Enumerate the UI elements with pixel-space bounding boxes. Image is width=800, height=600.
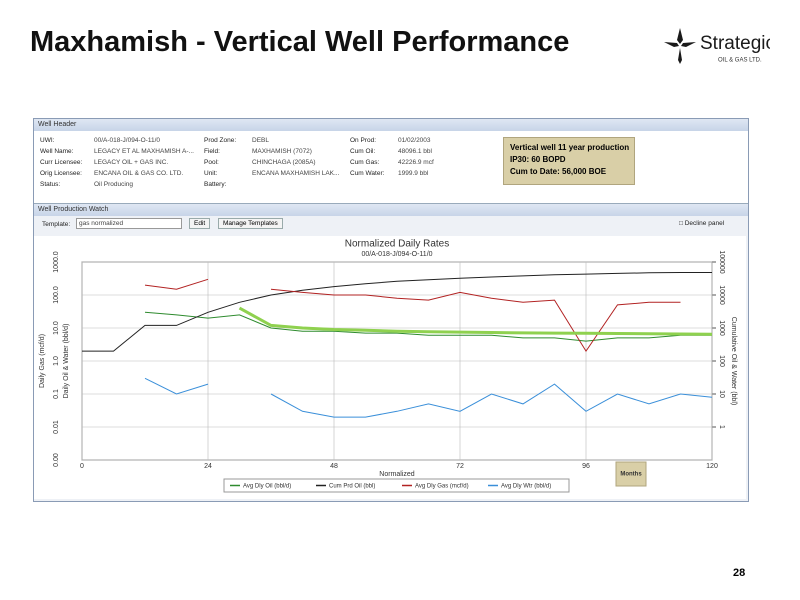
manage-button[interactable]: Manage Templates xyxy=(218,218,283,229)
legend-label: Avg Dly Oil (bbl/d) xyxy=(243,484,291,490)
x-tick-label: 24 xyxy=(204,463,212,470)
series-line xyxy=(144,377,713,418)
field-label: Well Name: xyxy=(40,148,74,155)
callout-line: IP30: 60 BOPD xyxy=(510,155,566,164)
field-label: Field: xyxy=(204,148,220,155)
legend-label: Avg Dly Gas (mcf/d) xyxy=(415,484,469,490)
page-number: 28 xyxy=(733,567,746,579)
legend xyxy=(223,478,570,493)
y2-tick-label: 1000 xyxy=(718,320,725,336)
y-axis-label: Daily Gas (mcf/d) xyxy=(39,334,46,388)
field-value: 1999.9 bbl xyxy=(398,170,429,177)
field-label: Curr Licensee: xyxy=(40,159,83,166)
y2-tick-label: 100 xyxy=(718,355,725,367)
field-value: DEBL xyxy=(252,137,269,144)
legend-label: Cum Prd Oil (bbl) xyxy=(329,484,375,490)
y-tick-label: 100.0 xyxy=(53,286,60,304)
field-label: Cum Gas: xyxy=(350,159,380,166)
logo-name: Strategic xyxy=(700,33,770,54)
series-line xyxy=(238,306,713,336)
slide-title: Maxhamish - Vertical Well Performance xyxy=(30,26,570,58)
legend-label: Avg Dly Wtr (bbl/d) xyxy=(501,484,551,490)
callout-line: Cum to Date: 56,000 BOE xyxy=(510,167,607,176)
field-value: MAXHAMISH (7072) xyxy=(252,148,312,155)
callout: Vertical well 11 year production IP30: 60… xyxy=(503,137,635,185)
field-label: UWI: xyxy=(40,137,55,144)
y-tick-label: 0.01 xyxy=(53,420,60,434)
logo: Strategic OIL & GAS LTD. xyxy=(664,28,770,64)
x-tick-label: 48 xyxy=(330,463,338,470)
series-line xyxy=(144,278,681,353)
header-bar: Well Header xyxy=(34,119,748,131)
decline-checkbox[interactable]: □ Decline panel xyxy=(679,220,725,227)
toolbar: Template: gas normalized Edit Manage Tem… xyxy=(34,216,748,233)
field-label: Cum Oil: xyxy=(350,148,376,155)
field-label: Cum Water: xyxy=(350,170,385,177)
months-label: Months xyxy=(620,472,642,478)
x-tick-label: 120 xyxy=(706,463,718,470)
y2-axis-label: Cumulative Oil & Water (bbl) xyxy=(730,317,737,405)
y-tick-label: 1000.0 xyxy=(53,251,60,273)
template-select[interactable]: gas normalized xyxy=(76,218,182,229)
field-value: 00/A-018-J/094-O-11/0 xyxy=(94,137,160,144)
y-axis-label-2: Daily Oil & Water (bbl/d) xyxy=(63,324,70,399)
y-tick-label: 0.1 xyxy=(53,389,60,399)
field-label: Battery: xyxy=(204,181,227,188)
field-label: On Prod: xyxy=(350,137,377,144)
field-value: CHINCHAGA (2085A) xyxy=(252,159,316,166)
y-tick-label: 1.0 xyxy=(53,356,60,366)
field-label: Unit: xyxy=(204,170,218,177)
field-value: LEGACY OIL + GAS INC. xyxy=(94,159,169,166)
y-tick-label: 0.00 xyxy=(53,453,60,467)
months-button[interactable] xyxy=(615,461,647,487)
y2-tick-label: 10000 xyxy=(718,285,725,305)
x-axis-label: Normalized xyxy=(379,471,415,478)
field-label: Prod Zone: xyxy=(204,137,237,144)
y2-tick-label: 100000 xyxy=(718,250,725,273)
field-value: ENCANA OIL & GAS CO. LTD. xyxy=(94,170,184,177)
well-header: UWI: 00/A-018-J/094-O-11/0 Well Name: LEGAC… xyxy=(34,131,748,204)
x-tick-label: 0 xyxy=(80,463,84,470)
x-tick-label: 96 xyxy=(582,463,590,470)
field-value: 48096.1 bbl xyxy=(398,148,432,155)
chart-subtitle: 00/A-018-J/094-O-11/0 xyxy=(361,251,432,258)
field-value: 42226.9 mcf xyxy=(398,159,434,166)
series-line xyxy=(144,311,712,342)
field-value: LEGACY ET AL MAXHAMISH A-... xyxy=(94,148,194,155)
field-label: Pool: xyxy=(204,159,219,166)
logo-sub: OIL & GAS LTD. xyxy=(718,58,762,64)
decline-label: Decline panel xyxy=(684,220,725,227)
panel-bar: Well Production Watch xyxy=(34,204,748,216)
field-label: Status: xyxy=(40,181,61,188)
chart: Normalized Daily Rates00/A-018-J/094-O-1… xyxy=(34,236,746,499)
edit-button[interactable]: Edit xyxy=(189,218,211,229)
template-label: Template: xyxy=(42,221,71,228)
field-value: ENCANA MAXHAMISH LAK... xyxy=(252,170,340,177)
field-label: Orig Licensee: xyxy=(40,170,82,177)
y-tick-label: 10.0 xyxy=(53,321,60,335)
field-value: Oil Producing xyxy=(94,181,134,188)
callout-line: Vertical well 11 year production xyxy=(510,143,630,152)
y2-tick-label: 10 xyxy=(718,390,725,398)
y2-tick-label: 1 xyxy=(718,425,725,429)
chart-title: Normalized Daily Rates xyxy=(345,239,449,250)
series-line xyxy=(82,272,712,352)
field-value: 01/02/2003 xyxy=(398,137,431,144)
x-tick-label: 72 xyxy=(456,463,464,470)
